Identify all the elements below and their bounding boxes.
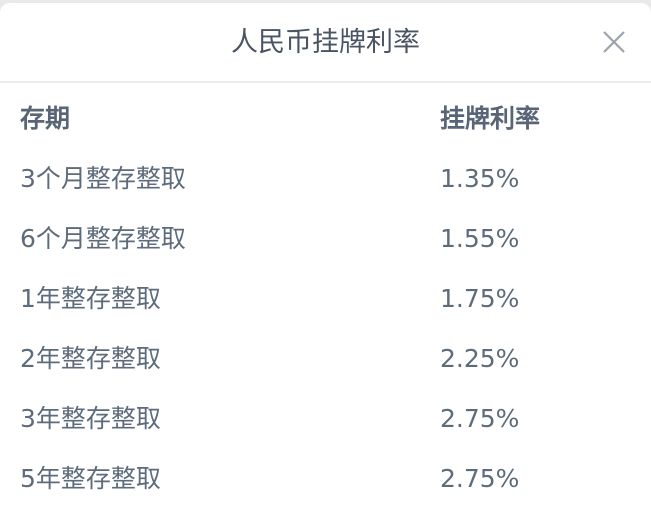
term-cell: 5年整存整取 (20, 464, 161, 493)
term-cell: 2年整存整取 (20, 344, 161, 373)
term-cell: 1年整存整取 (20, 284, 161, 313)
table-row: 2年整存整取 2.25% (20, 339, 651, 379)
dialog-header: 人民币挂牌利率 (0, 3, 651, 83)
table-header: 存期 挂牌利率 (20, 99, 651, 139)
rate-cell: 1.55% (440, 224, 520, 253)
table-row: 3个月整存整取 1.35% (20, 159, 651, 199)
rate-cell: 2.75% (440, 464, 520, 493)
header-rate: 挂牌利率 (440, 104, 541, 133)
table-row: 1年整存整取 1.75% (20, 279, 651, 319)
close-button[interactable] (599, 27, 629, 57)
rate-cell: 2.75% (440, 404, 520, 433)
close-icon (603, 31, 625, 53)
term-cell: 3个月整存整取 (20, 164, 186, 193)
term-cell: 3年整存整取 (20, 404, 161, 433)
rate-dialog: 人民币挂牌利率 存期 挂牌利率 3个月整存整取 1.35% 6个月整存整取 1.55%… (0, 3, 651, 524)
table-row: 5年整存整取 2.75% (20, 459, 651, 499)
rate-cell: 1.75% (440, 284, 520, 313)
rate-cell: 1.35% (440, 164, 520, 193)
rate-cell: 2.25% (440, 344, 520, 373)
header-term: 存期 (20, 104, 71, 133)
table-row: 6个月整存整取 1.55% (20, 219, 651, 259)
table-row: 3年整存整取 2.75% (20, 399, 651, 439)
dialog-title: 人民币挂牌利率 (231, 27, 420, 58)
term-cell: 6个月整存整取 (20, 224, 186, 253)
